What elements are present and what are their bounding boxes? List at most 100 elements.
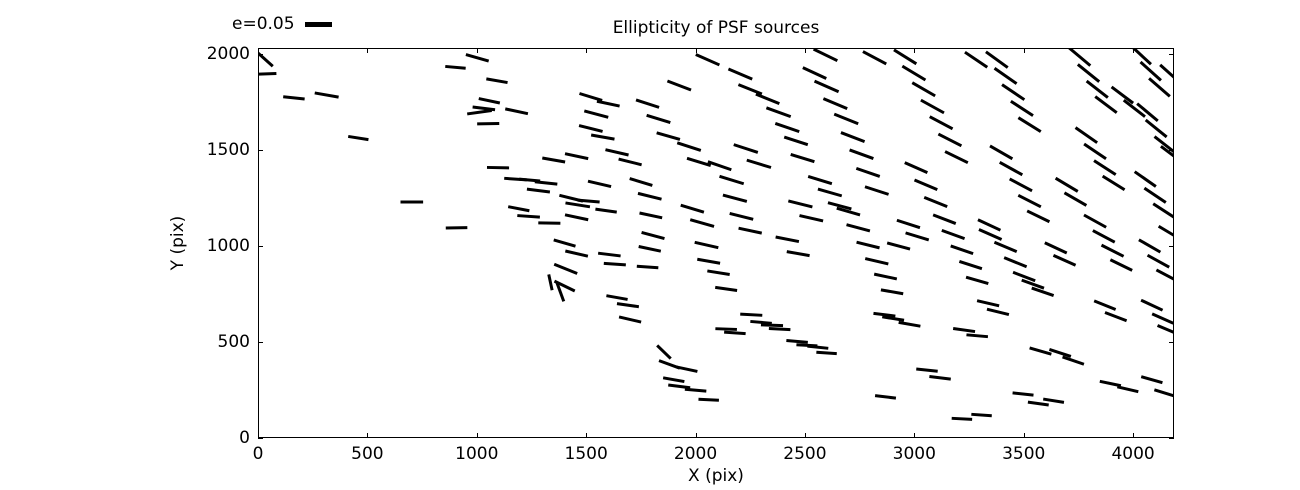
whisker xyxy=(727,67,753,81)
x-tick-mark-top xyxy=(695,48,697,53)
y-tick-mark xyxy=(258,53,263,55)
whisker xyxy=(553,238,576,248)
whisker xyxy=(583,109,609,119)
whisker xyxy=(1160,145,1173,158)
whisker xyxy=(951,416,973,421)
whisker xyxy=(656,344,672,360)
whisker xyxy=(864,185,890,196)
whisker-layer xyxy=(259,49,1173,421)
whisker xyxy=(578,124,603,133)
whisker xyxy=(597,251,621,258)
legend-key: e=0.05 xyxy=(232,12,332,36)
whisker xyxy=(840,131,866,143)
whisker xyxy=(694,240,719,250)
whisker xyxy=(1157,224,1173,237)
whisker xyxy=(676,141,702,152)
whisker xyxy=(1085,79,1109,99)
whisker xyxy=(698,397,719,402)
x-tick-mark-top xyxy=(804,48,806,53)
whisker xyxy=(944,150,969,165)
whisker xyxy=(564,249,589,258)
y-tick-mark xyxy=(258,341,263,343)
whisker xyxy=(904,161,928,175)
plot-area xyxy=(258,48,1174,438)
whisker xyxy=(849,148,874,160)
whisker xyxy=(596,99,620,108)
whisker xyxy=(833,112,859,126)
whisker xyxy=(1152,202,1173,219)
whisker xyxy=(347,134,369,142)
y-tick-mark-right xyxy=(1169,438,1174,439)
y-tick-mark xyxy=(258,438,263,439)
whisker xyxy=(1083,142,1107,160)
whisker xyxy=(641,230,665,240)
whisker xyxy=(715,285,738,292)
whisker xyxy=(1146,253,1170,269)
whisker xyxy=(676,365,698,373)
whisker xyxy=(816,350,837,356)
whisker xyxy=(603,261,626,267)
whisker xyxy=(846,223,871,233)
whisker xyxy=(775,235,800,243)
x-tick-mark-top xyxy=(476,48,478,53)
x-tick-label: 4000 xyxy=(1111,444,1155,464)
whisker xyxy=(1012,270,1036,283)
whisker xyxy=(695,53,721,67)
whisker xyxy=(1068,49,1092,67)
whisker xyxy=(1076,63,1101,83)
whisker xyxy=(715,327,737,331)
whisker xyxy=(786,250,810,258)
whisker xyxy=(517,214,540,219)
whisker xyxy=(662,376,685,384)
whisker xyxy=(941,228,966,241)
y-tick-mark-right xyxy=(1169,53,1174,55)
whisker xyxy=(1017,194,1042,209)
whisker xyxy=(472,105,496,112)
whisker xyxy=(707,160,732,172)
page-title: Ellipticity of PSF sources xyxy=(612,18,820,38)
whisker xyxy=(719,174,745,186)
whisker xyxy=(504,107,529,116)
x-tick-mark xyxy=(586,433,588,438)
whisker xyxy=(901,64,927,82)
whisker xyxy=(746,158,772,169)
whisker xyxy=(1101,174,1126,192)
whisker xyxy=(807,175,833,186)
x-tick-label: 2000 xyxy=(673,444,718,464)
whisker xyxy=(283,95,305,101)
y-tick-label: 500 xyxy=(217,331,250,352)
whisker xyxy=(740,312,763,317)
whisker xyxy=(993,67,1018,85)
whisker xyxy=(738,226,763,235)
whisker xyxy=(911,81,936,98)
whisker xyxy=(547,274,554,291)
whisker xyxy=(998,161,1024,177)
whisker xyxy=(606,294,628,301)
whisker xyxy=(1001,83,1026,101)
whisker xyxy=(686,156,712,167)
whisker xyxy=(1003,256,1028,269)
whisker xyxy=(565,201,591,209)
whisker xyxy=(827,201,852,211)
whisker-scale-bar-icon xyxy=(304,21,332,27)
whisker xyxy=(1074,126,1099,144)
whisker xyxy=(923,196,948,209)
whisker xyxy=(765,106,792,119)
whisker xyxy=(807,344,829,350)
x-tick-mark xyxy=(1133,433,1135,438)
whisker xyxy=(1104,311,1128,323)
whisker xyxy=(553,262,578,275)
y-tick-mark-right xyxy=(1169,341,1174,343)
whisker xyxy=(636,264,659,270)
whisker xyxy=(737,83,763,96)
whisker xyxy=(802,66,827,80)
y-tick-mark xyxy=(258,149,263,151)
x-tick-mark xyxy=(804,433,806,438)
whisker xyxy=(813,79,840,94)
whisker xyxy=(1093,159,1117,176)
whisker xyxy=(1139,60,1162,82)
whisker xyxy=(1062,355,1085,366)
whisker xyxy=(618,157,642,167)
whisker xyxy=(605,148,629,157)
whisker xyxy=(1153,388,1173,398)
